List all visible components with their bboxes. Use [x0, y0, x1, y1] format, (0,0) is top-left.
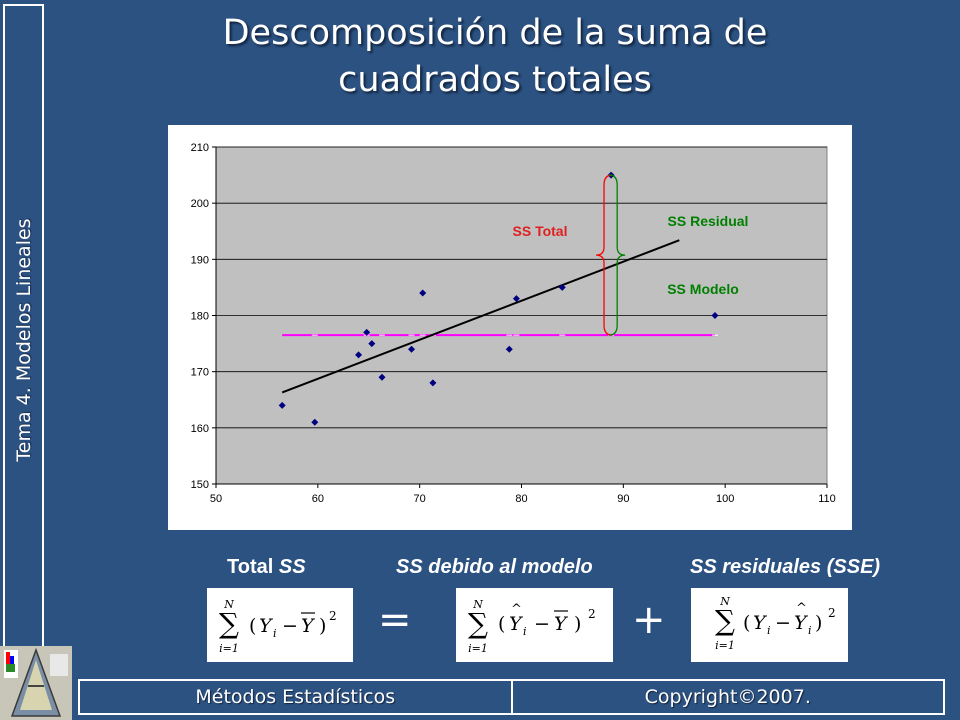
formula-model-ss-svg: N ∑ i=1 ( Y ^ i − Y ) 2 — [468, 598, 596, 655]
paren-open: ( — [249, 615, 256, 637]
data-point-3 — [355, 351, 363, 359]
formula-residual-ss: N ∑ i=1 ( Y i − Y ^ i ) 2 — [691, 588, 848, 662]
sum-symbol: ∑ — [715, 604, 735, 637]
label-total-ss-italic: SS — [278, 556, 306, 578]
footer-bar: Métodos Estadísticos Copyright©2007. — [78, 679, 945, 715]
y-hat: Y — [794, 612, 809, 634]
y-tick-label-160: 160 — [191, 423, 209, 435]
label-total-ss: Total SS — [227, 556, 306, 579]
data-point-1 — [278, 401, 286, 409]
data-point-2 — [311, 418, 319, 426]
chart-container: 150 160 170 180 190 200 210 50 60 70 80 90 100 110 SS … — [168, 125, 852, 530]
university-logo — [0, 646, 72, 720]
sum-upper-limit: N — [472, 598, 483, 611]
footer-copyright: Copyright©2007. — [510, 681, 944, 713]
minus-sign: − — [534, 613, 550, 635]
sum-lower-limit: i=1 — [715, 639, 735, 652]
data-point-12 — [558, 283, 566, 291]
y-i-subscript: i — [767, 624, 771, 637]
equals-sign: = — [378, 597, 412, 643]
brace-total — [595, 174, 613, 336]
label-model-ss: SS debido al modelo — [396, 556, 593, 578]
annotation-ss-total: SS Total — [513, 223, 568, 239]
title-line-1: Descomposición de la suma de — [222, 13, 768, 53]
sum-symbol: ∑ — [219, 607, 239, 640]
y-i-subscript: i — [273, 627, 277, 640]
plus-sign: + — [632, 597, 666, 643]
x-tick-label-110: 110 — [818, 493, 836, 505]
data-point-8 — [419, 289, 427, 297]
data-point-7 — [408, 345, 416, 353]
scatter-chart: 150 160 170 180 190 200 210 50 60 70 80 90 100 110 SS … — [191, 142, 836, 505]
footer-course: Métodos Estadísticos — [195, 686, 396, 708]
formula-total-ss-svg: N ∑ i=1 ( Y i − Y ) 2 — [219, 598, 337, 655]
data-point-6 — [378, 373, 386, 381]
x-tick-label-50: 50 — [210, 493, 222, 505]
sum-lower-limit: i=1 — [219, 642, 239, 655]
power-2: 2 — [588, 607, 596, 621]
y-i: Y — [753, 612, 768, 634]
data-point-10 — [505, 345, 513, 353]
formula-residual-ss-svg: N ∑ i=1 ( Y i − Y ^ i ) 2 — [715, 595, 836, 652]
y-hat: Y — [509, 613, 524, 635]
course-topic-label: Tema 4. Modelos Lineales — [13, 218, 35, 462]
annotation-ss-model: SS Modelo — [667, 281, 739, 297]
formula-model-ss: N ∑ i=1 ( Y ^ i − Y ) 2 — [456, 588, 613, 662]
y-tick-label-210: 210 — [191, 142, 209, 154]
regression-line — [281, 239, 680, 394]
y-hat-subscript: i — [808, 624, 812, 637]
sum-upper-limit: N — [223, 598, 234, 611]
sum-symbol: ∑ — [468, 607, 488, 640]
y-tick-label-190: 190 — [191, 254, 209, 266]
data-point-14 — [711, 312, 719, 319]
annotation-ss-residual: SS Residual — [668, 213, 749, 229]
y-tick-label-200: 200 — [191, 198, 209, 210]
y-bar: Y — [301, 615, 316, 637]
y-tick-label-150: 150 — [191, 479, 209, 491]
sum-lower-limit: i=1 — [468, 642, 488, 655]
paren-close: ) — [319, 615, 326, 637]
label-total-ss-text: Total — [227, 556, 279, 578]
formula-total-ss: N ∑ i=1 ( Y i − Y ) 2 — [207, 588, 353, 662]
power-2: 2 — [828, 606, 836, 620]
logo-graphic — [0, 646, 72, 720]
y-hat-subscript: i — [523, 625, 527, 638]
x-tick-label-90: 90 — [617, 493, 629, 505]
sum-upper-limit: N — [719, 595, 730, 608]
slide-title: Descomposición de la suma de cuadrados t… — [150, 10, 840, 104]
paren-open: ( — [498, 613, 505, 635]
data-point-5 — [368, 340, 376, 348]
y-i: Y — [259, 615, 274, 637]
paren-close: ) — [815, 612, 822, 634]
data-point-9 — [429, 379, 437, 387]
minus-sign: − — [775, 612, 791, 634]
data-point-11 — [512, 295, 520, 303]
label-residual-ss: SS residuales (SSE) — [690, 556, 881, 578]
x-tick-label-100: 100 — [716, 493, 734, 505]
y-tick-label-180: 180 — [191, 311, 209, 323]
power-2: 2 — [329, 609, 337, 623]
data-point-4 — [363, 328, 371, 336]
y-tick-label-170: 170 — [191, 367, 209, 379]
title-line-2: cuadrados totales — [338, 60, 652, 100]
y-bar: Y — [554, 613, 569, 635]
paren-close: ) — [574, 613, 581, 635]
minus-sign: − — [282, 615, 298, 637]
x-tick-label-80: 80 — [515, 493, 527, 505]
y-hat-caret: ^ — [511, 602, 522, 617]
x-tick-label-70: 70 — [414, 493, 426, 505]
paren-open: ( — [743, 612, 750, 634]
x-tick-label-60: 60 — [312, 493, 324, 505]
y-hat-caret: ^ — [796, 601, 807, 616]
